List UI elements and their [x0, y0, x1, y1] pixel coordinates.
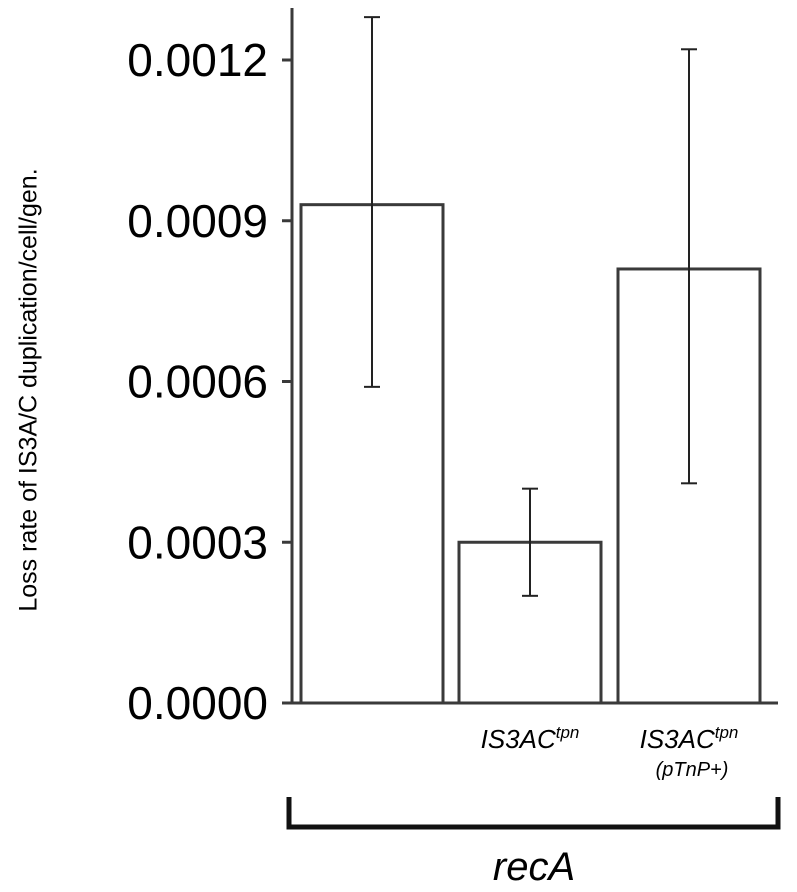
y-tick-label: 0.0000 [127, 677, 268, 729]
group-label: recA [493, 845, 575, 889]
category-sublabel: (pTnP+) [656, 759, 729, 781]
category-label-superscript: tpn [556, 723, 580, 742]
y-axis-label-group: Loss rate of IS3A/C duplication/cell/gen… [15, 168, 43, 611]
error-bars [364, 16, 697, 597]
y-tick-label: 0.0006 [127, 356, 268, 408]
y-tick-label: 0.0009 [127, 195, 268, 247]
category-label-main: IS3AC [640, 724, 715, 754]
bars [299, 203, 762, 705]
category-label-superscript: tpn [715, 723, 739, 742]
y-tick-label: 0.0003 [127, 516, 268, 568]
category-label-main: IS3AC [481, 724, 556, 754]
y-axis-ticks: 0.0000 0.0003 0.0006 0.0009 0.0012 [127, 34, 292, 729]
category-label: IS3ACtpn [640, 723, 739, 754]
group-bracket [286, 797, 781, 830]
category-labels: IS3ACtpn IS3ACtpn(pTnP+) [481, 723, 739, 781]
y-axis-label: Loss rate of IS3A/C duplication/cell/gen… [15, 168, 43, 611]
category-label: IS3ACtpn [481, 723, 580, 754]
y-tick-label: 0.0012 [127, 34, 268, 86]
